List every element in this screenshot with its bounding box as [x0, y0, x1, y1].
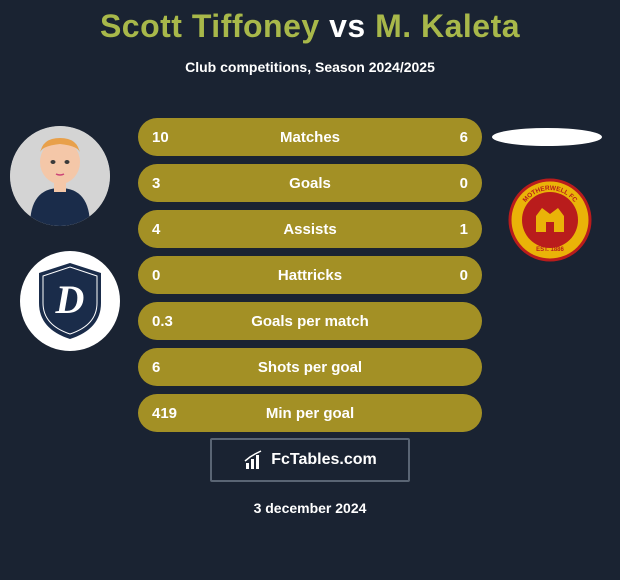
svg-text:D: D	[55, 277, 85, 322]
stat-right-value: 0	[460, 267, 468, 284]
stat-left-value: 6	[152, 359, 160, 376]
svg-text:EST. 1886: EST. 1886	[536, 247, 564, 253]
stat-label: Min per goal	[266, 405, 354, 422]
stat-label: Hattricks	[278, 267, 342, 284]
stat-row-spg: 6 Shots per goal	[138, 348, 482, 386]
chart-icon	[243, 449, 265, 471]
stat-label: Goals per match	[251, 313, 369, 330]
footer-date: 3 december 2024	[0, 500, 620, 516]
club-right-badge: MOTHERWELL FC EST. 1886	[500, 178, 600, 263]
stat-label: Assists	[283, 221, 336, 238]
player1-avatar	[10, 126, 110, 226]
stat-left-value: 0.3	[152, 313, 173, 330]
stat-row-goals: 3 Goals 0	[138, 164, 482, 202]
vs-label: vs	[329, 8, 366, 44]
stat-label: Matches	[280, 129, 340, 146]
stat-label: Goals	[289, 175, 331, 192]
subtitle: Club competitions, Season 2024/2025	[0, 59, 620, 75]
stat-row-mpg: 419 Min per goal	[138, 394, 482, 432]
brand-box[interactable]: FcTables.com	[210, 438, 410, 482]
stat-left-value: 4	[152, 221, 160, 238]
stat-row-gpm: 0.3 Goals per match	[138, 302, 482, 340]
stat-right-value: 6	[460, 129, 468, 146]
stat-left-value: 3	[152, 175, 160, 192]
stat-left-value: 419	[152, 405, 177, 422]
player2-avatar-placeholder	[492, 128, 602, 146]
player1-name: Scott Tiffoney	[100, 8, 320, 44]
stat-label: Shots per goal	[258, 359, 362, 376]
brand-label: FcTables.com	[271, 451, 377, 469]
stat-right-value: 1	[460, 221, 468, 238]
stat-left-value: 0	[152, 267, 160, 284]
stat-right-value: 0	[460, 175, 468, 192]
stat-row-assists: 4 Assists 1	[138, 210, 482, 248]
page-title: Scott Tiffoney vs M. Kaleta	[0, 8, 620, 45]
stat-left-value: 10	[152, 129, 169, 146]
player2-name: M. Kaleta	[375, 8, 520, 44]
stats-container: 10 Matches 6 3 Goals 0 4 Assists 1 0 Hat…	[138, 118, 482, 440]
club-left-badge: D	[20, 251, 120, 351]
stat-row-matches: 10 Matches 6	[138, 118, 482, 156]
stat-row-hattricks: 0 Hattricks 0	[138, 256, 482, 294]
